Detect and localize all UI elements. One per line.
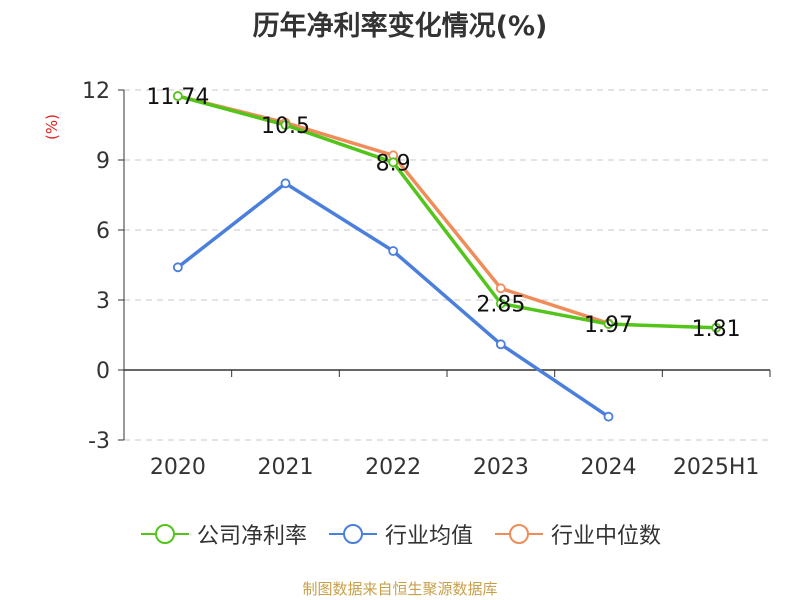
data-point [280, 178, 291, 189]
x-tick-label: 2021 [258, 455, 314, 480]
y-tick-label: 3 [96, 289, 110, 314]
grid-layer [124, 89, 770, 441]
data-point [495, 339, 506, 350]
legend-label: 公司净利率 [196, 524, 307, 549]
y-tick-label: 9 [96, 149, 110, 174]
y-tick-label: -3 [88, 429, 110, 454]
data-point [172, 262, 183, 273]
x-tick-label: 2023 [473, 455, 529, 480]
data-point [495, 298, 506, 309]
legend-swatch [495, 524, 543, 544]
data-point [603, 319, 614, 329]
legend-label: 行业均值 [384, 524, 473, 549]
series-layer [172, 91, 722, 422]
legend-label: 行业中位数 [551, 524, 662, 549]
source-note: 制图数据来自恒生聚源数据库 [302, 580, 498, 598]
legend-item[interactable]: 行业均值 [327, 518, 473, 550]
legend-swatch-marker [509, 524, 529, 544]
x-tick-label: 2024 [581, 455, 637, 480]
data-label: 1.97 [584, 313, 633, 338]
y-tick-label: 6 [96, 219, 110, 244]
x-tick-label: 2025H1 [673, 455, 760, 480]
y-tick-label: 12 [82, 79, 110, 104]
data-point [603, 411, 614, 422]
data-point [172, 91, 183, 101]
data-point [388, 246, 399, 256]
series-line [177, 94, 717, 330]
chart-title: 历年净利率变化情况(%) [252, 11, 548, 42]
x-tick-label: 2020 [150, 455, 206, 480]
label-layer: 11.74 10.5 8.9 2.85 1.97 1.81 [146, 85, 740, 342]
data-point [280, 120, 291, 130]
x-tick-label: 2022 [365, 455, 421, 480]
legend-item[interactable]: 行业中位数 [493, 518, 661, 550]
axis-layer: 12 9 6 3 0 -3 2020 2021 2022 2023 2024 2025H1 [82, 79, 771, 480]
legend-swatch [328, 524, 377, 544]
data-point [495, 283, 506, 294]
series-line [177, 94, 610, 325]
y-tick-label: 0 [96, 359, 110, 384]
legend-item[interactable]: 公司净利率 [139, 518, 307, 550]
data-label: 10.5 [261, 114, 310, 139]
legend-swatch-marker [154, 524, 175, 544]
legend-swatch [140, 524, 189, 544]
data-label: 2.85 [476, 293, 525, 318]
data-label: 8.9 [376, 151, 411, 176]
legend-swatch-marker [342, 524, 363, 544]
data-label: 11.74 [146, 85, 209, 110]
data-point [711, 322, 722, 333]
data-label: 1.81 [692, 317, 741, 342]
data-point [388, 157, 399, 168]
legend: 公司净利率 行业均值 行业中位数 [0, 518, 800, 550]
